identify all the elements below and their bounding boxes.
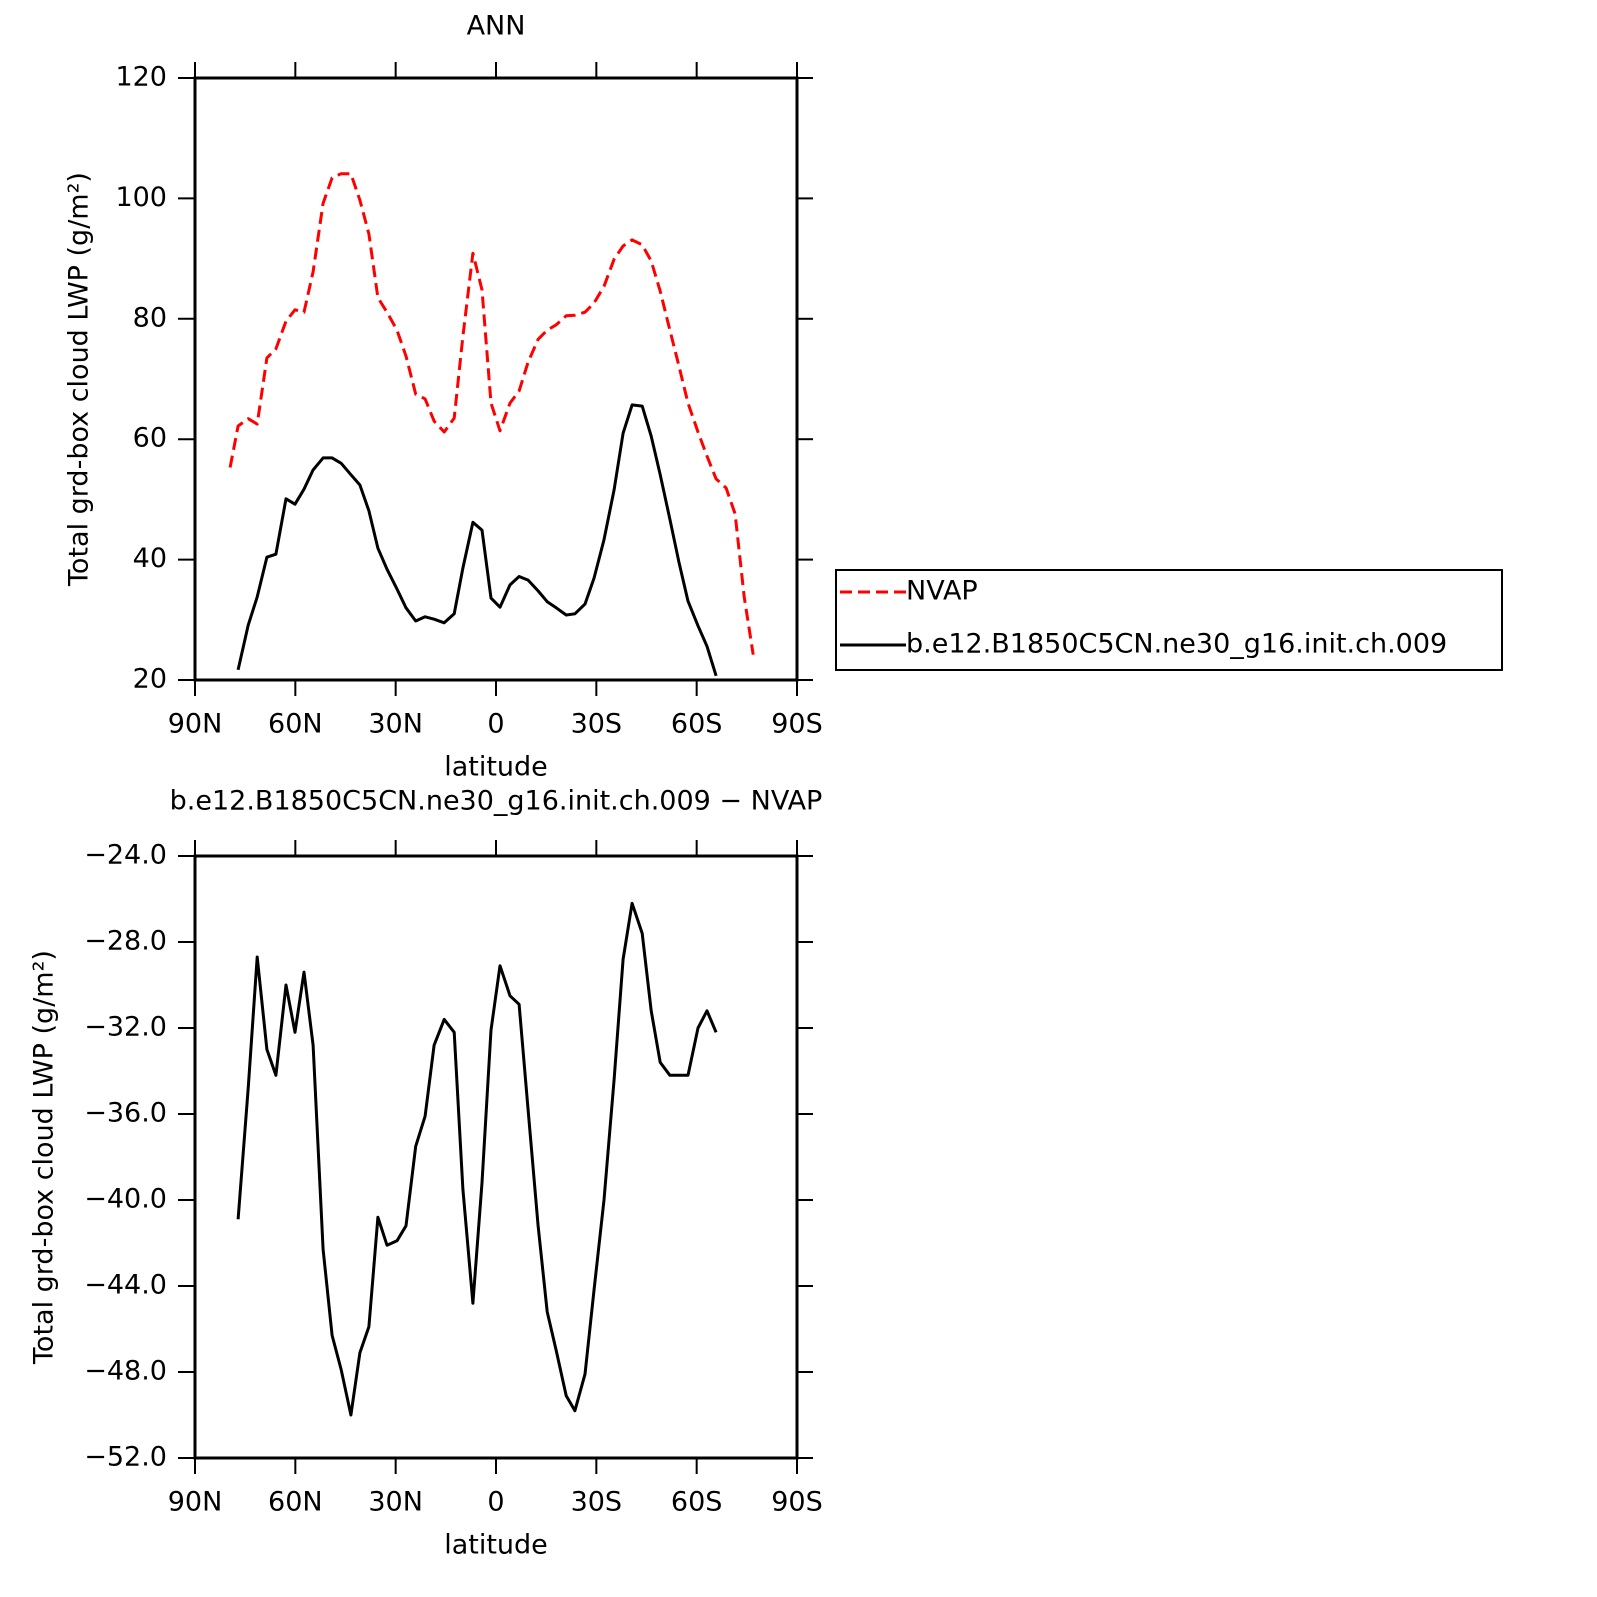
y-tick-label: −44.0 [84,1270,167,1301]
x-tick-label: 30S [571,1487,623,1518]
x-tick-label: 60S [671,1487,723,1518]
data-line [236,901,718,1417]
y-tick-label: 120 [115,62,167,93]
chart-title: b.e12.B1850C5CN.ne30_g16.init.ch.009 − N… [170,786,823,817]
plot-frame [193,76,799,682]
x-tick-label: 90N [168,1487,223,1518]
y-tick-label: 20 [133,664,167,695]
y-tick-label: −24.0 [84,840,167,871]
x-tick-label: 60N [268,1487,323,1518]
y-tick-label: −28.0 [84,926,167,957]
legend-label: b.e12.B1850C5CN.ne30_g16.init.ch.009 [906,629,1447,660]
x-tick-label: 90S [771,709,823,740]
y-tick-label: −40.0 [84,1184,167,1215]
x-tick-label: 30S [571,709,623,740]
y-tick-label: 60 [133,423,167,454]
x-tick-label: 90S [771,1487,823,1518]
y-tick-label: −48.0 [84,1356,167,1387]
x-axis-label: latitude [444,752,548,783]
x-tick-label: 30N [368,709,423,740]
plot-frame [193,854,799,1460]
x-tick-label: 60N [268,709,323,740]
y-tick-label: −32.0 [84,1012,167,1043]
y-axis-label: Total grd-box cloud LWP (g/m²) [64,172,95,587]
y-tick-label: −36.0 [84,1098,167,1129]
y-tick-label: 80 [133,302,167,333]
legend-box [835,569,1503,671]
x-tick-label: 90N [168,709,223,740]
x-tick-label: 0 [487,1487,504,1518]
legend-label: NVAP [906,576,978,607]
y-tick-label: 40 [133,543,167,574]
data-line [228,172,755,655]
y-axis-label: Total grd-box cloud LWP (g/m²) [29,950,60,1365]
y-tick-label: 100 [115,182,167,213]
x-tick-label: 60S [671,709,723,740]
x-tick-label: 30N [368,1487,423,1518]
y-tick-label: −52.0 [84,1442,167,1473]
x-axis-label: latitude [444,1530,548,1561]
x-tick-label: 0 [487,709,504,740]
chart-title: ANN [467,11,526,42]
data-line [236,403,718,677]
